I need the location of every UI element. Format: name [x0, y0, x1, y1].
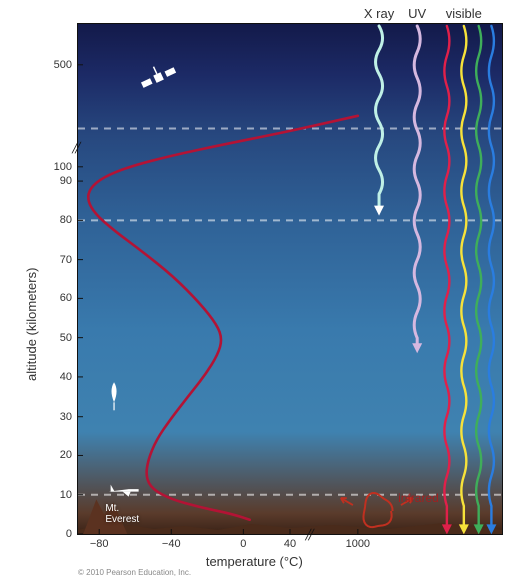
- infrared-label: infrared: [398, 491, 439, 505]
- y-tick-label: 40: [42, 371, 72, 383]
- y-tick-label: 0: [42, 528, 72, 540]
- plot-area: [78, 24, 502, 534]
- y-tick-label: 500: [42, 59, 72, 71]
- ray-category-label: UV: [408, 6, 426, 21]
- y-tick-label: 10: [42, 489, 72, 501]
- x-axis-label: temperature (°C): [154, 554, 354, 569]
- y-tick-label: 30: [42, 411, 72, 423]
- x-tick-label: 40: [270, 538, 310, 550]
- y-axis-label: altitude (kilometers): [24, 268, 39, 381]
- ray-category-label: X ray: [364, 6, 394, 21]
- copyright-text: © 2010 Pearson Education, Inc.: [78, 568, 191, 577]
- everest-label-1: Mt.: [105, 504, 119, 515]
- ray-category-label: visible: [446, 6, 482, 21]
- x-tick-label: −80: [79, 538, 119, 550]
- everest-label-2: Everest: [105, 515, 139, 526]
- x-tick-label: 0: [223, 538, 263, 550]
- y-tick-label: 80: [42, 214, 72, 226]
- plot-svg: [78, 24, 502, 534]
- y-tick-label: 60: [42, 292, 72, 304]
- y-tick-label: 100: [42, 161, 72, 173]
- y-tick-label: 50: [42, 332, 72, 344]
- y-tick-label: 20: [42, 449, 72, 461]
- chart-container: altitude (kilometers) temperature (°C) ©…: [0, 0, 518, 574]
- x-tick-label: 1000: [338, 538, 378, 550]
- x-tick-label: −40: [151, 538, 191, 550]
- y-tick-label: 90: [42, 175, 72, 187]
- y-tick-label: 70: [42, 254, 72, 266]
